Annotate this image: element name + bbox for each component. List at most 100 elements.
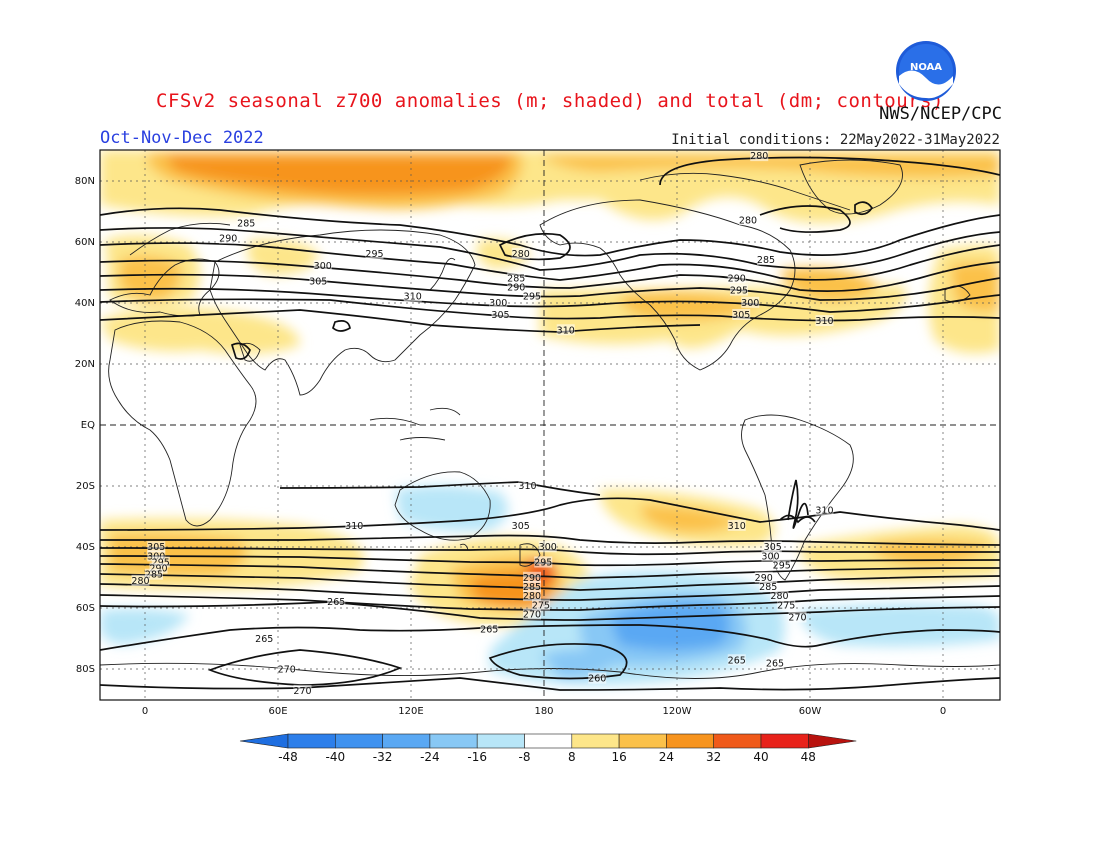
lat-tick: 60S (76, 603, 95, 614)
contour-label-bg (730, 284, 748, 296)
contour-label: 310 (728, 521, 746, 532)
contour-label: 295 (534, 558, 552, 569)
contour-label: 290 (755, 573, 773, 584)
contour-label: 295 (773, 561, 791, 572)
contour-label: 305 (309, 276, 327, 287)
colorbar-label: 24 (659, 750, 674, 764)
colorbar-label: 8 (568, 750, 576, 764)
contour-label: 275 (777, 600, 795, 611)
contour-label: 280 (523, 591, 541, 602)
lat-tick: 60N (75, 237, 95, 248)
colorbar-label: 32 (706, 750, 721, 764)
contour-label-bg (523, 580, 541, 592)
contour-label-bg (739, 214, 757, 226)
contour-label-bg (480, 623, 499, 635)
colorbar-label: -32 (373, 750, 393, 764)
agency-label: NWS/NCEP/CPC (879, 104, 1002, 124)
contour-label: 300 (539, 542, 557, 553)
contour-label-bg (750, 150, 769, 162)
contour-label: 310 (345, 521, 363, 532)
lon-tick: 120E (398, 706, 423, 717)
contour-label-bg (757, 254, 775, 265)
colorbar-arrow-low (239, 733, 289, 749)
contour-label: 290 (219, 234, 237, 245)
lon-tick: 120W (663, 706, 692, 717)
lat-tick: 40S (76, 542, 95, 553)
lon-tick: 60W (799, 706, 822, 717)
lon-tick: 0 (142, 706, 148, 717)
colorbar-label: -40 (325, 750, 345, 764)
contour-label-bg (523, 290, 541, 302)
contour-label-bg (507, 281, 526, 293)
lat-tick: 20N (75, 359, 95, 370)
contour-label: 305 (512, 521, 530, 532)
colorbar-swatch (713, 733, 762, 749)
lon-tick: 60E (268, 706, 287, 717)
colorbar-swatch (666, 733, 715, 749)
contour-label: 285 (237, 218, 255, 229)
contour-label: 305 (764, 542, 782, 553)
contour-label: 270 (293, 686, 311, 697)
contour-label: 295 (730, 286, 748, 297)
contour-label-bg (313, 260, 332, 272)
lat-axis: 80N 60N 40N 20N EQ 20S 40S 60S 80S (75, 176, 95, 675)
contour-label: 310 (557, 325, 575, 336)
contour-label-bg (145, 568, 163, 580)
contour-label-bg (309, 275, 328, 287)
contour-label-bg (766, 657, 784, 669)
contour-label: 280 (512, 249, 530, 260)
colorbar-swatch (524, 733, 573, 749)
contour-label-bg (523, 608, 541, 620)
colorbar-swatch (476, 733, 525, 749)
contour-label-bg (815, 315, 834, 327)
map-title: CFSv2 seasonal z700 anomalies (m; shaded… (156, 90, 944, 112)
contour-label: 310 (518, 481, 536, 492)
colorbar-arrow-high (807, 733, 857, 749)
contour-label: 285 (759, 582, 777, 593)
contour-label-bg (507, 272, 526, 284)
contour-label-bg (147, 541, 166, 553)
contour-label-bg (538, 541, 557, 553)
contour-label: 265 (480, 625, 498, 636)
contour-label-bg (727, 272, 746, 284)
contour-label-bg (532, 599, 550, 611)
colorbar-swatch (334, 733, 383, 749)
contour-label-bg (523, 571, 541, 583)
contour-label: 270 (523, 609, 541, 620)
contour-label-bg (518, 480, 537, 492)
contour-label-bg (149, 562, 168, 574)
contour-label-bg (151, 556, 170, 568)
contour-label-bg (491, 309, 510, 320)
contour-label: 265 (728, 655, 746, 666)
contour-label-bg (511, 519, 530, 531)
contour-label: 270 (278, 664, 296, 675)
colorbar: -48 -40 -32 -24 -16 -8 8 16 24 32 40 48 (239, 733, 857, 764)
contour-label: 265 (766, 658, 784, 669)
contour-label: 310 (404, 292, 422, 303)
colorbar-swatch (618, 733, 667, 749)
colorbar-swatch (429, 733, 478, 749)
forecast-period: Oct-Nov-Dec 2022 (100, 128, 264, 148)
colorbar-label: -16 (467, 750, 487, 764)
contour-label: 260 (588, 674, 606, 685)
contour-label: 305 (147, 542, 165, 553)
contour-label-bg (237, 217, 256, 229)
contour-label-bg (727, 519, 746, 531)
contour-label-bg (345, 519, 364, 531)
colorbar-label: -24 (420, 750, 440, 764)
colorbar-label: 16 (611, 750, 626, 764)
contour-label-bg (772, 559, 791, 571)
contour-label: 305 (491, 310, 509, 321)
lat-tick: 20S (76, 481, 95, 492)
contour-label-bg (534, 556, 553, 568)
contour-label-bg (293, 684, 312, 696)
contour-label: 300 (761, 551, 779, 562)
contour-label-bg (147, 550, 166, 562)
contour-label-bg (523, 590, 541, 602)
contour-label: 285 (523, 582, 541, 593)
contour-label: 280 (770, 591, 788, 602)
contour-label: 280 (131, 576, 149, 587)
colorbar-swatch (760, 733, 809, 749)
contour-label-bg (759, 580, 778, 592)
